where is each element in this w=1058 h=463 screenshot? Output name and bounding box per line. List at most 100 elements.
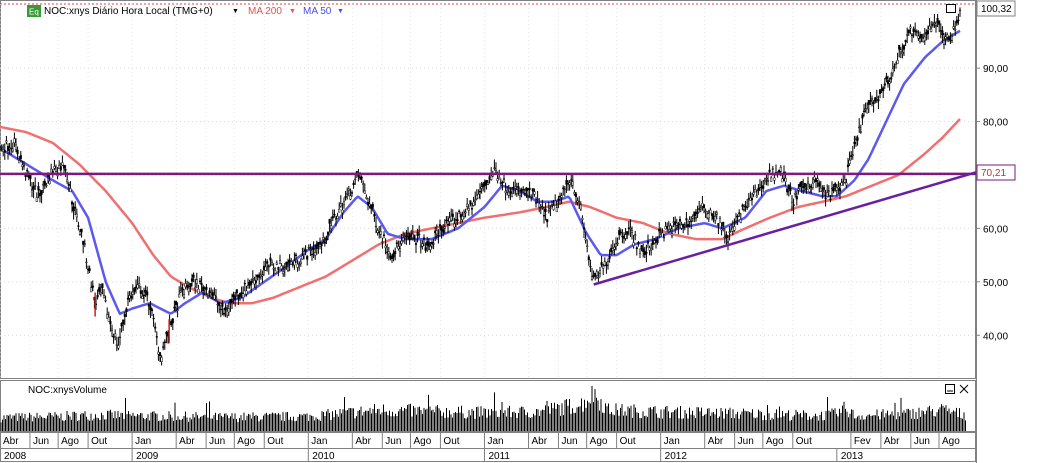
price-bar-body [462,216,466,219]
price-bar-body [883,83,886,86]
price-bar-body [136,284,139,289]
price-bar-body [570,179,573,181]
price-bar-body [837,186,840,189]
price-bar-body [341,209,344,213]
price-bar-body [958,9,962,12]
ma200-path [0,118,961,305]
price-bar-body [115,344,118,346]
price-bar-body [656,239,659,243]
price-bar-body [707,213,710,219]
price-bar-body [934,25,938,27]
price-bar-body [48,180,51,185]
price-bar-body [408,235,411,240]
price-maximize-icon[interactable] [946,4,956,13]
price-bar-body [923,36,926,41]
volume-close-icon[interactable] [959,384,969,394]
price-bar-body [174,301,178,306]
price-bar-body [238,292,242,297]
month-tick-label: Jun [738,436,754,447]
price-bar-body [117,345,120,349]
price-bar-body [139,290,142,294]
price-bar-body [787,184,790,190]
price-bar-body [270,261,274,265]
price-bar-body [70,201,74,205]
price-bar-body [640,245,643,249]
instrument-label[interactable]: NOC:xnys Diário Hora Local (TMG+0) [44,6,213,17]
price-bar-body [838,188,842,192]
price-bar-body [818,182,821,187]
price-bar-body [195,279,198,284]
price-bar-body [264,266,267,271]
price-bar-body [445,219,448,222]
price-bar-body [26,169,29,172]
price-bar-body [834,183,837,188]
price-bar-body [98,287,101,292]
price-bar-body [83,243,86,245]
price-bar-body [85,261,88,264]
price-bar-body [274,270,277,274]
price-bar-body [613,247,616,250]
price-bar-body [779,167,782,172]
price-bar-body [909,26,912,29]
ma200-label[interactable]: MA 200 [248,6,282,17]
month-tick-label: Ago [766,436,784,447]
price-bar-body [770,177,773,182]
price-bar-body [91,285,94,288]
price-bar-body [678,218,682,222]
price-bar-body [562,187,565,189]
price-bar-body [130,295,133,299]
price-bar-body [254,280,258,283]
price-bar-body [784,178,787,182]
price-bar-body [856,137,859,141]
price-bar-body [722,222,725,227]
price-bar-body [789,188,792,192]
price-bar-body [424,247,427,251]
price-bar-body [587,256,590,261]
price-bar-body [635,247,638,250]
price-bar-body [757,187,760,192]
price-bar-body [658,229,661,232]
month-tick-label: Out [91,436,107,447]
price-bar-body [443,226,446,229]
price-bar-body [662,236,666,239]
price-bar-body [579,204,582,210]
price-bar-body [464,211,467,214]
price-bar-body [720,228,723,231]
price-bar-body [88,268,91,272]
price-bar-body [630,230,634,233]
price-bar-body [466,203,469,207]
price-bar-body [835,187,838,191]
price-bar-body [194,287,197,290]
price-bar-body [882,87,885,92]
price-bar-body [389,255,392,259]
price-bar-body [34,185,37,187]
price-bar-body [725,234,728,239]
price-bar-body [400,240,403,244]
price-bar-body [786,188,789,193]
price-bar-body [40,190,43,195]
price-bar-body [898,44,901,50]
price-bar-body [611,248,614,251]
ma50-label[interactable]: MA 50 [303,6,332,17]
price-bar-body [14,144,18,150]
price-bar-body [275,262,278,265]
price-bar-body [899,49,902,53]
volume-minimize-icon[interactable] [945,384,955,394]
eq-badge-box[interactable] [27,5,41,17]
price-bar-body [702,204,706,209]
instrument-dropdown-icon[interactable]: ▼ [232,8,239,15]
price-bar-body [632,242,635,246]
price-bar-body [806,181,810,184]
ma200-dropdown-icon[interactable]: ▼ [289,8,296,15]
price-bar-body [122,319,125,325]
price-bar-body [866,108,869,114]
price-bar-body [371,204,374,208]
ma50-dropdown-icon[interactable]: ▼ [337,8,344,15]
month-tick-label: Abr [3,436,19,447]
price-bar-body [646,241,650,244]
price-bar-body [598,270,602,274]
price-bar-body [131,291,134,295]
price-bar-body [8,147,11,150]
price-bar-body [530,196,533,198]
price-bar-body [699,207,702,210]
